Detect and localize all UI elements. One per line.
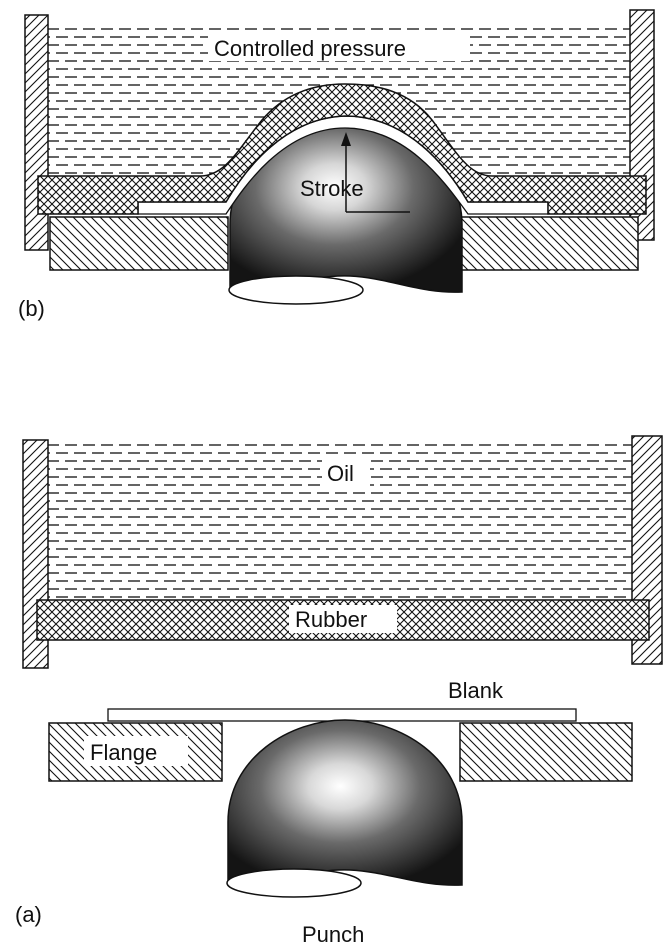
stroke-label: Stroke <box>300 176 364 201</box>
panel-label-b: (b) <box>18 296 45 321</box>
pressure-label-bg <box>208 33 470 61</box>
blank-label: Blank <box>448 678 504 703</box>
stroke-arrowhead-b <box>341 132 351 146</box>
rubber-pad-b <box>37 83 647 215</box>
pressure-label: Controlled pressure <box>214 36 406 61</box>
flange-left-b <box>49 216 229 271</box>
blank-sheet-a <box>107 708 577 722</box>
diagram-b: Controlled pressure Stroke (b) <box>18 9 655 321</box>
rubber-label: Rubber <box>295 607 367 632</box>
rubber-label-bg <box>289 605 397 633</box>
punch-base-b <box>228 275 364 305</box>
punch-label: Punch <box>302 922 364 945</box>
oil-label-bg <box>322 459 370 487</box>
flange-right-a <box>459 722 633 782</box>
flange-label-bg <box>84 736 188 766</box>
oil-label: Oil <box>327 461 354 486</box>
flange-right-b <box>459 216 639 271</box>
punch-base-a <box>226 868 362 898</box>
container-wall-left-a <box>22 439 49 669</box>
flange-label: Flange <box>90 740 157 765</box>
punch-a <box>227 719 463 887</box>
panel-label-a: (a) <box>15 902 42 927</box>
diagram-a: Oil Rubber Blank Flange Punch (a) <box>15 435 663 945</box>
